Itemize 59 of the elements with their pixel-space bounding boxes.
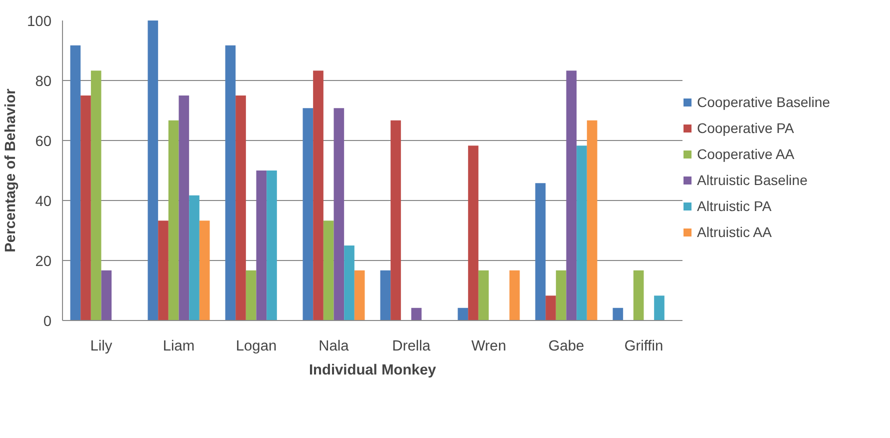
bar [509, 270, 520, 320]
bar [189, 195, 200, 320]
y-tick-label: 0 [43, 314, 52, 330]
y-tick-label: 60 [35, 134, 52, 150]
y-tick-label: 40 [35, 194, 52, 210]
x-tick-label: Liam [162, 338, 195, 354]
bar [101, 270, 112, 320]
legend-label: Cooperative PA [697, 120, 794, 136]
legend-label: Altruistic AA [697, 224, 772, 240]
y-tick-label: 80 [35, 74, 52, 90]
bar [323, 220, 334, 320]
bar [576, 146, 587, 320]
x-tick-label: Nala [318, 338, 350, 354]
x-tick-label: Griffin [624, 338, 664, 354]
bar [199, 220, 210, 320]
bar [90, 70, 102, 320]
bar [586, 120, 598, 320]
bar [344, 246, 354, 320]
y-tick-label: 20 [35, 254, 52, 270]
y-tick-label: 100 [27, 14, 52, 30]
x-tick-label: Drella [392, 338, 432, 354]
legend-label: Altruistic Baseline [697, 172, 808, 188]
x-tick-label: Gabe [548, 338, 584, 354]
bar [70, 45, 81, 320]
bar [354, 270, 365, 320]
bar [390, 120, 401, 320]
bar [236, 96, 246, 320]
x-tick-label: Lily [90, 338, 113, 354]
bar [225, 45, 236, 320]
bar [556, 270, 566, 320]
bar [535, 183, 546, 320]
bar [266, 170, 277, 320]
bar [654, 296, 664, 320]
bar [168, 120, 179, 320]
bar [313, 70, 324, 320]
bar [302, 108, 314, 320]
y-axis-title: Percentage of Behavior [3, 88, 20, 252]
bar [633, 270, 644, 320]
bar [178, 96, 190, 320]
bar [246, 270, 256, 320]
x-tick-label: Wren [471, 338, 506, 354]
bar [612, 308, 624, 320]
bar [546, 296, 556, 320]
bar [158, 220, 168, 320]
legend-label: Cooperative AA [697, 146, 794, 162]
bar [458, 308, 468, 320]
x-tick-label: Logan [236, 338, 277, 354]
bar [468, 146, 478, 320]
bar [334, 108, 344, 320]
legend-label: Altruistic PA [697, 198, 772, 214]
legend-label: Cooperative Baseline [697, 94, 830, 110]
bar [566, 70, 577, 320]
bar [80, 96, 91, 320]
bar [256, 170, 267, 320]
bar [478, 270, 489, 320]
bar [148, 20, 158, 320]
x-axis-title: Individual Monkey [308, 362, 437, 378]
bar [380, 270, 391, 320]
bar [411, 308, 422, 320]
